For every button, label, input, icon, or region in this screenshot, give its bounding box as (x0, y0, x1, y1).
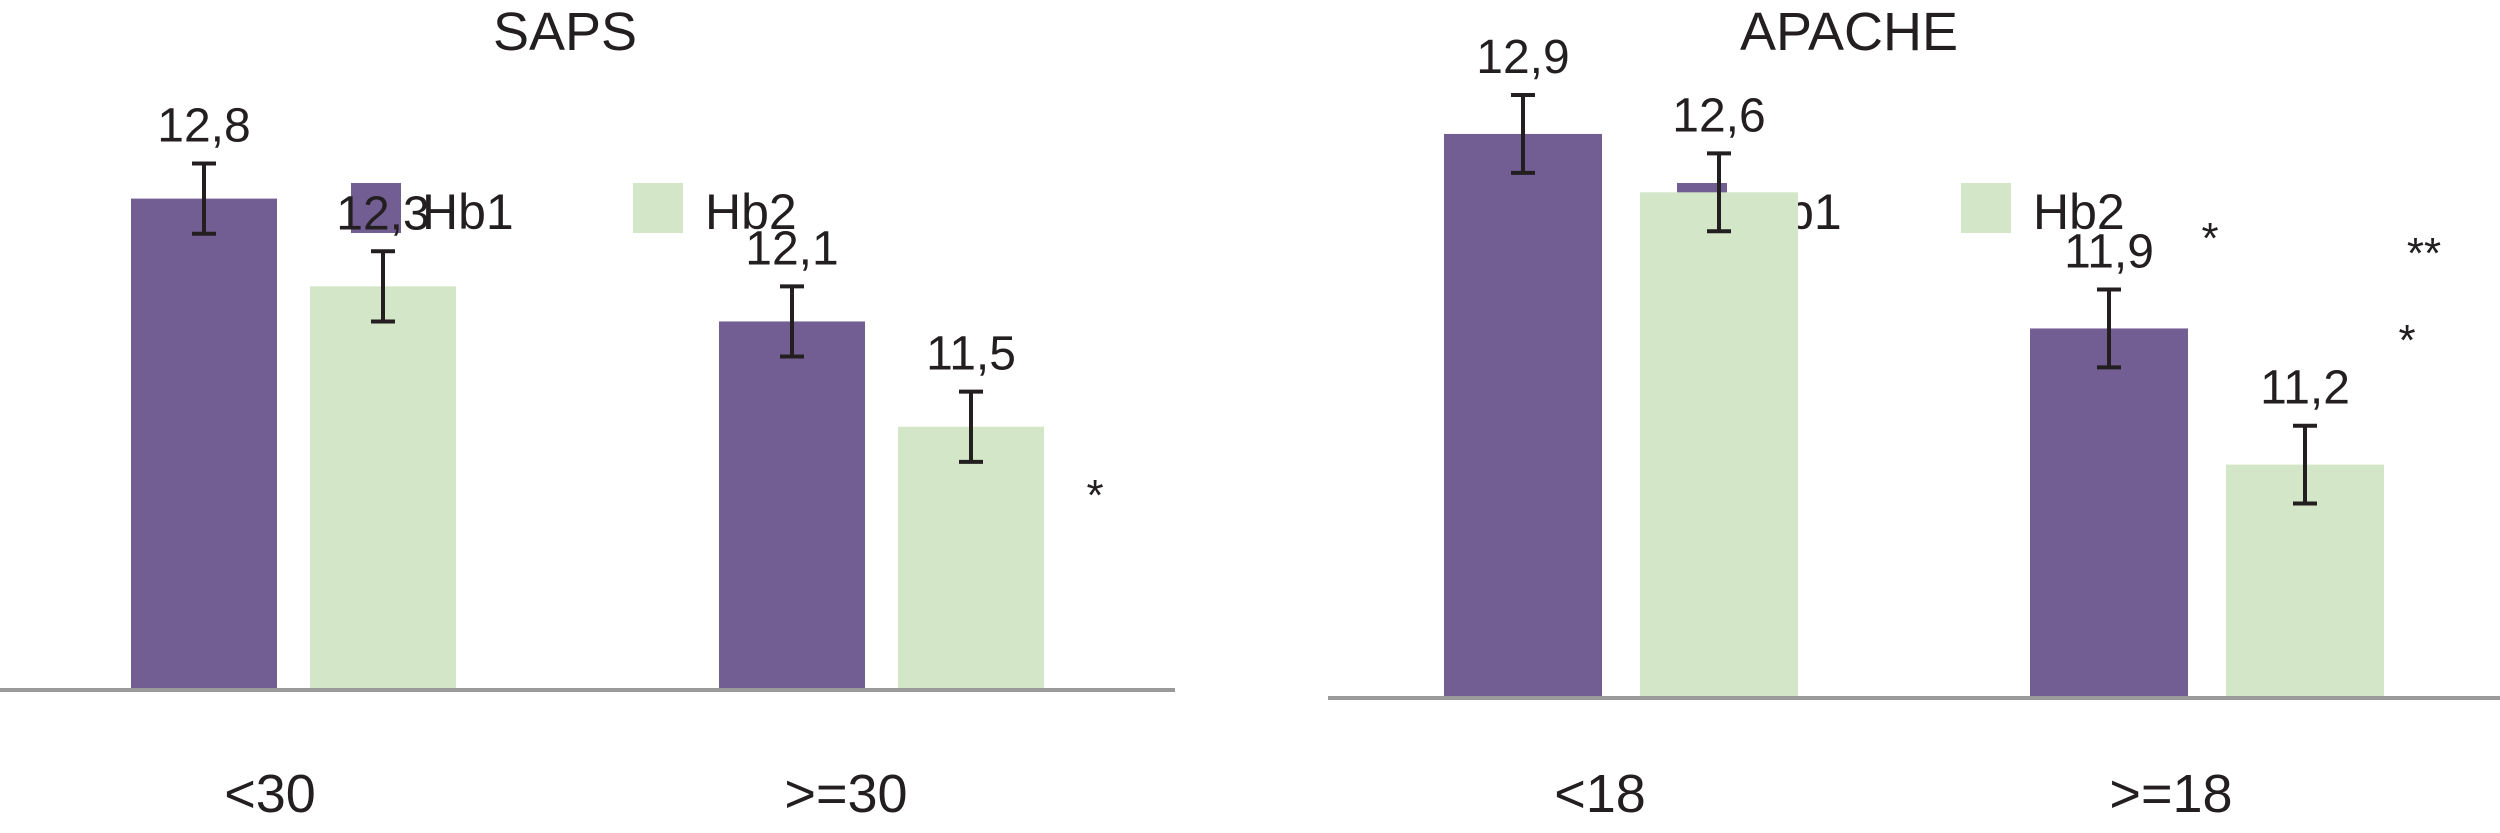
data-label: 11,9 (2064, 226, 2154, 279)
error-bar (2097, 287, 2121, 370)
x-tick-label: <18 (1554, 764, 1646, 824)
chart-saps: SAPS Hb1 Hb2 12,8 12,3 12,1 11,5 * <30 >… (0, 2, 1175, 824)
bar (898, 426, 1044, 690)
significance-marker: * (1086, 471, 1103, 520)
significance-marker: * (2201, 214, 2218, 263)
error-bar-group (192, 161, 983, 464)
error-bar (1511, 93, 1535, 175)
error-bar (371, 249, 395, 324)
data-label: 12,3 (336, 187, 429, 240)
data-label: 12,6 (1672, 89, 1765, 142)
error-bar-group (1511, 93, 2317, 506)
legend-swatch-hb1 (351, 183, 401, 233)
chart-apache: APACHE Hb1 Hb2 12,9 12,6 11,9 11,2 * ** … (1328, 2, 2500, 824)
legend-label-hb2: Hb2 (705, 184, 797, 240)
data-label: 11,2 (2260, 362, 2350, 415)
data-label: 12,8 (157, 100, 250, 153)
significance-marker: * (2398, 316, 2415, 365)
error-bar (959, 389, 983, 464)
error-bar (2293, 423, 2317, 506)
chart-title: SAPS (493, 2, 637, 62)
bar (131, 198, 277, 690)
error-bar (1707, 151, 1731, 234)
data-labels: 12,8 12,3 12,1 11,5 (157, 100, 1016, 381)
x-tick-label: >=30 (784, 764, 907, 824)
data-label: 12,1 (745, 222, 838, 275)
bar (2030, 328, 2188, 698)
legend-label-hb1: Hb1 (422, 184, 514, 240)
bar-group (131, 198, 1044, 690)
bar (1444, 133, 1602, 698)
significance-marker: ** (2407, 229, 2441, 278)
legend-swatch-hb2 (633, 183, 683, 233)
data-label: 12,9 (1476, 31, 1569, 84)
legend-label-hb2: Hb2 (2033, 184, 2125, 240)
data-labels: 12,9 12,6 11,9 11,2 (1476, 31, 2350, 415)
bar (310, 286, 456, 690)
x-tick-label: >=18 (2109, 764, 2232, 824)
error-bar (780, 284, 804, 359)
chart-title: APACHE (1740, 2, 1958, 62)
bar-group (1444, 133, 2384, 699)
legend-swatch-hb2 (1961, 183, 2011, 233)
error-bar (192, 161, 216, 236)
bar (1640, 192, 1798, 699)
x-tick-label: <30 (224, 764, 316, 824)
bar (719, 321, 865, 690)
data-label: 11,5 (926, 328, 1016, 381)
